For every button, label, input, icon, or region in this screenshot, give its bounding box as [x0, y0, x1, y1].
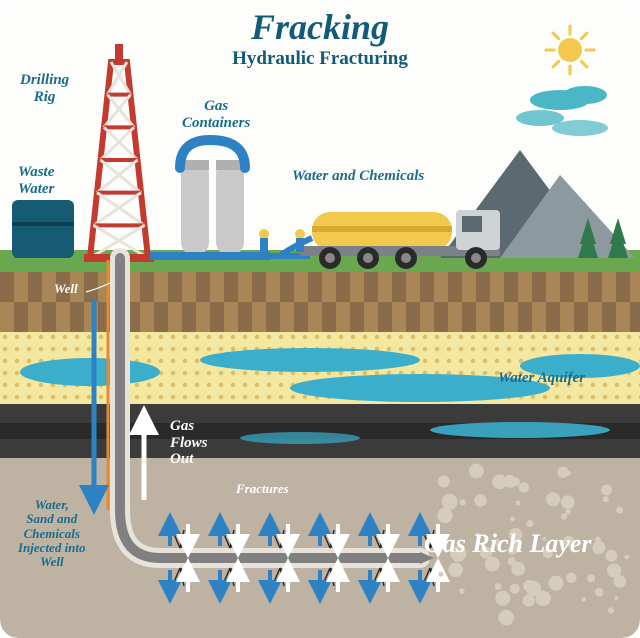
clouds-icon	[516, 86, 608, 136]
label-gas-rich-layer: Gas Rich Layer	[424, 530, 592, 559]
label-fractures: Fractures	[236, 482, 289, 496]
drilling-rig	[84, 44, 154, 262]
water-chemicals-truck	[280, 210, 500, 269]
label-water-aquifer: Water Aquifer	[498, 370, 585, 387]
label-injected: Water,Sand andChemicalsInjected intoWell	[18, 498, 86, 569]
label-gas-containers: GasContainers	[182, 98, 250, 131]
label-well: Well	[54, 282, 78, 296]
label-drilling-rig: DrillingRig	[20, 72, 69, 105]
title-sub: Hydraulic Fracturing	[0, 48, 640, 70]
label-gas-flows-out: GasFlowsOut	[170, 418, 208, 468]
diagram-stage: Fracking Hydraulic Fracturing DrillingRi…	[0, 0, 640, 638]
workers	[259, 229, 305, 252]
title-block: Fracking Hydraulic Fracturing	[0, 6, 640, 70]
well-pipe	[94, 258, 434, 564]
waste-water-tank	[12, 200, 74, 258]
label-waste-water: WasteWater	[18, 164, 54, 197]
title-main: Fracking	[0, 6, 640, 48]
dark-layer-water	[240, 422, 610, 444]
label-water-chemicals: Water and Chemicals	[292, 168, 424, 185]
gas-containers	[150, 140, 310, 260]
